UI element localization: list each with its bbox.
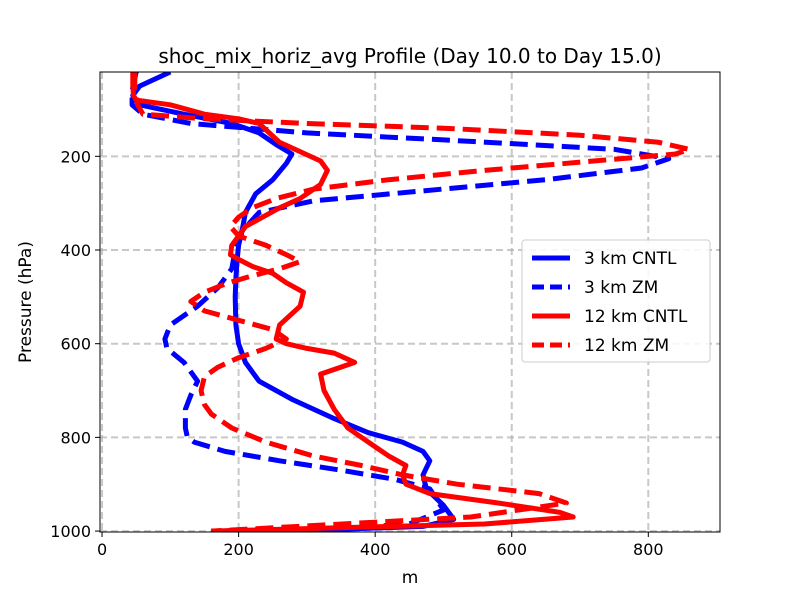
series-layer <box>129 72 692 532</box>
series-line-12-km-cntl <box>130 72 576 532</box>
legend-label: 3 km CNTL <box>584 249 677 269</box>
x-axis-label: m <box>402 568 419 588</box>
series-line-3-km-zm <box>129 72 672 532</box>
x-tick-label: 200 <box>223 540 254 559</box>
chart-title: shoc_mix_horiz_avg Profile (Day 10.0 to … <box>158 44 661 68</box>
grid-layer <box>100 72 720 533</box>
y-tick-label: 400 <box>60 241 91 260</box>
x-tick-label: 400 <box>360 540 391 559</box>
x-tick-label: 800 <box>633 540 664 559</box>
legend-label: 3 km ZM <box>584 278 658 298</box>
x-tick-label: 0 <box>97 540 107 559</box>
x-tick-label: 600 <box>496 540 527 559</box>
series-line-3-km-cntl <box>130 72 457 532</box>
y-tick-label: 600 <box>60 335 91 354</box>
legend: 3 km CNTL 3 km ZM 12 km CNTL 12 km ZM <box>521 239 711 363</box>
y-tick-label: 1000 <box>50 522 91 541</box>
plot-frame <box>99 71 721 533</box>
tick-layer: 0 200 400 600 800 200 400 600 800 1000 <box>50 147 663 559</box>
y-tick-label: 800 <box>60 428 91 447</box>
legend-label: 12 km ZM <box>584 336 669 356</box>
y-axis-label: Pressure (hPa) <box>16 241 36 363</box>
legend-label: 12 km CNTL <box>584 307 688 327</box>
legend-box <box>521 239 711 363</box>
y-tick-label: 200 <box>60 147 91 166</box>
series-line-12-km-zm <box>132 72 692 532</box>
